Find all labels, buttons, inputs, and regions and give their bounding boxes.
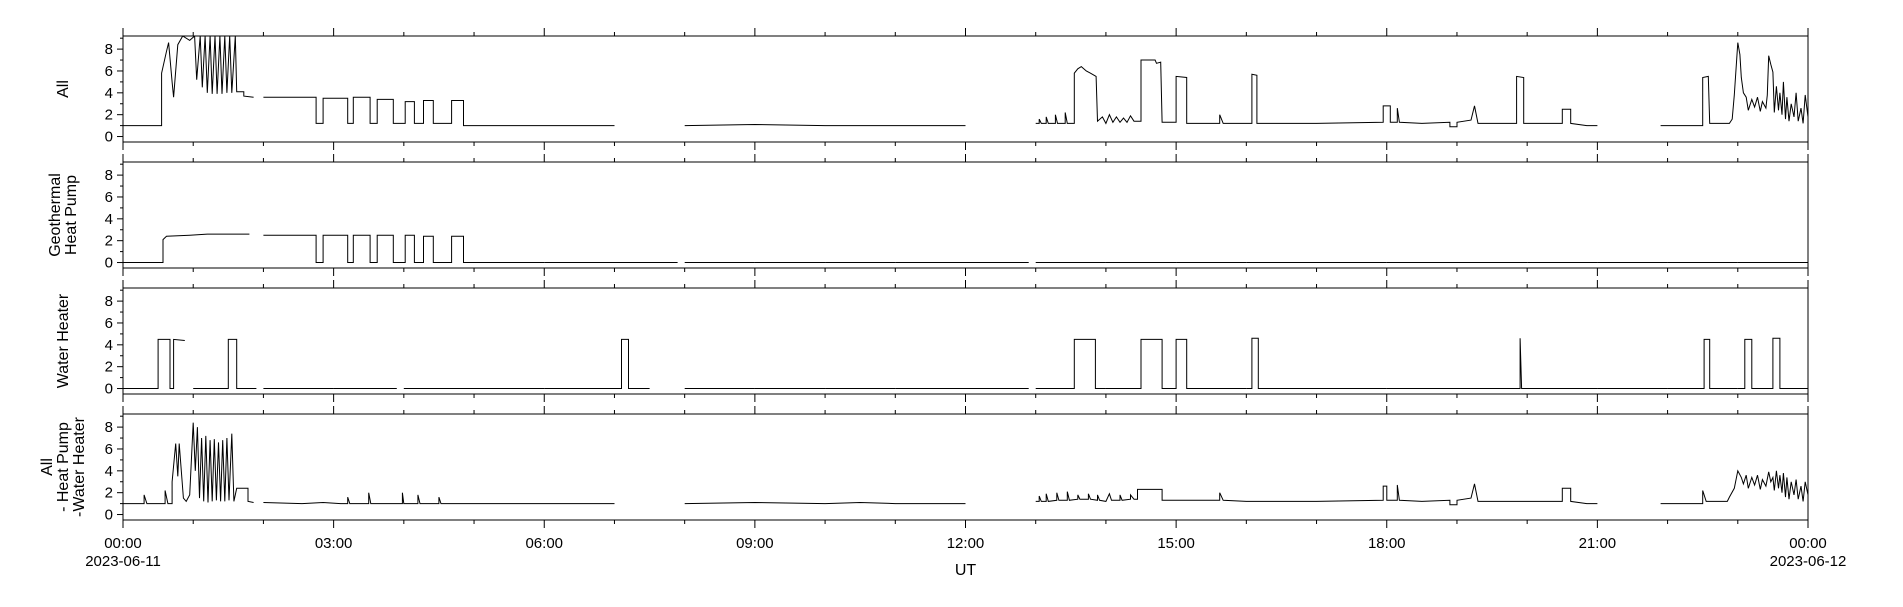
panel-3-y-tick-label: 4 — [105, 337, 113, 354]
panel-1-y-tick-label: 0 — [105, 129, 113, 146]
panel-3-series-segment — [544, 338, 650, 389]
panel-2-y-tick-label: 0 — [105, 255, 113, 272]
panel-2-y-tick-label: 4 — [105, 211, 113, 228]
x-date-label: 2023-06-11 — [85, 553, 161, 570]
x-axis-title: UT — [955, 562, 977, 579]
panel-3-series-segment — [123, 338, 185, 389]
x-tick-label: 03:00 — [315, 535, 353, 552]
panel-3-frame — [122, 287, 1809, 395]
x-tick-label: 15:00 — [1157, 535, 1195, 552]
panel-4-series-segment — [1035, 483, 1598, 506]
panel-1-series-segment — [1035, 59, 1598, 128]
panel-3-y-tick-label: 6 — [105, 315, 113, 332]
panel-3-series-segment — [1246, 337, 1317, 389]
panel-3-series-segment — [1737, 337, 1808, 389]
x-tick-label: 06:00 — [525, 535, 563, 552]
x-tick-label: 12:00 — [947, 535, 985, 552]
panel-1-y-tick-label: 2 — [105, 107, 113, 124]
panel-2-frame — [122, 161, 1809, 269]
panel-4-series-segment — [1660, 469, 1808, 505]
panel-4-traces — [123, 422, 1808, 506]
x-date-label: 2023-06-12 — [1770, 553, 1847, 570]
panel-4-ylabel: - Heat Pump — [55, 422, 72, 512]
panel-1: 0 2 4 6 8 All — [55, 28, 1809, 150]
panel-3-y-tick-label: 8 — [105, 293, 113, 310]
panel-1-ylabel: All — [55, 80, 72, 98]
panel-2-traces — [123, 233, 1808, 263]
panel-3-y-tick-label: 2 — [105, 359, 113, 376]
panel-2-ylabel: Heat Pump — [63, 175, 80, 255]
x-tick-label: 09:00 — [736, 535, 774, 552]
panel-3-traces — [123, 337, 1808, 389]
panel-1-series-segment — [684, 123, 966, 127]
panel-4-series-segment — [123, 422, 254, 505]
panel-4-y-tick-label: 8 — [105, 419, 113, 436]
panel-1-traces — [123, 36, 1808, 128]
panel-2-y-tick-label: 2 — [105, 233, 113, 250]
panel-3-series-segment — [193, 338, 257, 389]
panel-3-series-segment — [1105, 338, 1247, 389]
panel-3-y-tick-label: 0 — [105, 381, 113, 398]
panel-3: 0 2 4 6 8 Water Heater — [55, 280, 1809, 402]
panel-4-ylabel: All — [39, 458, 56, 476]
panel-1-y-tick-label: 6 — [105, 63, 113, 80]
panel-3-ylabel: Water Heater — [55, 293, 72, 388]
x-tick-label: 00:00 — [104, 535, 142, 552]
panel-1-series-segment — [123, 36, 254, 127]
panel-4-ylabel: -Water Heater — [71, 416, 88, 517]
panel-4-y-tick-label: 2 — [105, 485, 113, 502]
panel-2-ylabel: Geothermal — [47, 173, 64, 257]
x-tick-label: 18:00 — [1368, 535, 1406, 552]
panel-2-y-tick-label: 8 — [105, 167, 113, 184]
panel-1-y-tick-label: 8 — [105, 41, 113, 58]
panel-2: 0 2 4 6 8 Geothermal Heat Pump — [47, 154, 1809, 276]
panel-1-series-segment — [1660, 42, 1808, 127]
panel-1-series-segment — [263, 96, 615, 127]
panel-4: 0 2 4 6 8 All - Heat Pump -Water Heater — [39, 406, 1809, 528]
panel-3-series-segment — [1457, 338, 1598, 389]
panel-4-series-segment — [684, 501, 966, 505]
panel-4-y-tick-label: 6 — [105, 441, 113, 458]
panel-2-y-tick-label: 6 — [105, 189, 113, 206]
panel-3-series-segment — [1035, 338, 1106, 389]
panel-2-series-segment — [123, 233, 250, 263]
panel-4-y-tick-label: 0 — [105, 507, 113, 524]
panel-1-y-tick-label: 4 — [105, 85, 113, 102]
x-tick-label: 21:00 — [1579, 535, 1617, 552]
x-tick-label: 00:00 — [1789, 535, 1827, 552]
panel-4-y-tick-label: 4 — [105, 463, 113, 480]
panel-4-series-segment — [263, 492, 615, 505]
panel-3-series-segment — [1667, 338, 1738, 389]
panel-2-series-segment — [263, 234, 474, 263]
